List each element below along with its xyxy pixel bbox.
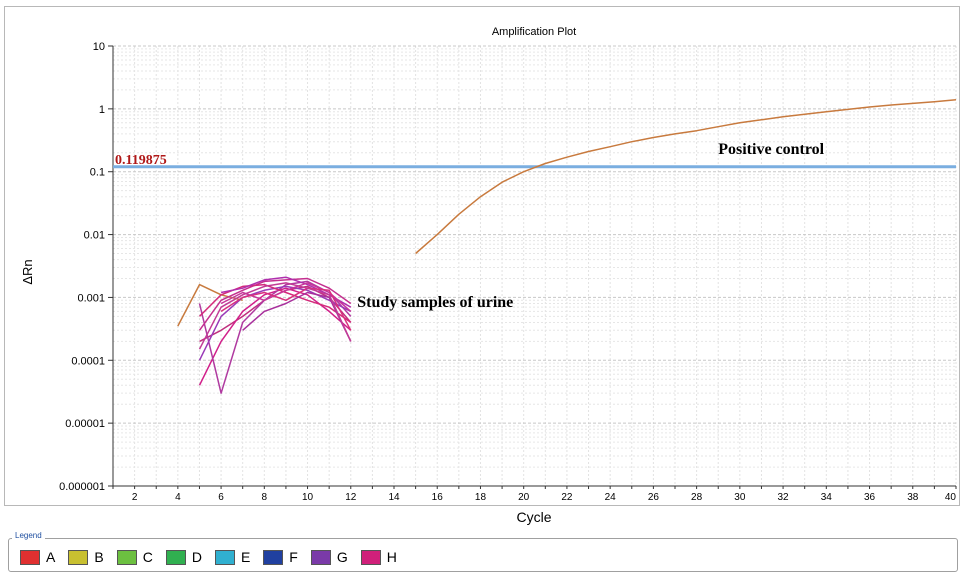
legend-item: C [116, 549, 153, 565]
x-tick-label: 36 [864, 492, 876, 503]
x-tick-label: 18 [475, 492, 487, 503]
legend-box [8, 538, 958, 572]
x-tick-label: 34 [821, 492, 833, 503]
legend-item: F [263, 549, 298, 565]
legend-swatch [360, 549, 381, 565]
legend-label: A [46, 549, 56, 565]
y-tick-label: 0.000001 [59, 481, 105, 493]
y-tick-label: 1 [99, 104, 105, 116]
x-tick-label: 20 [518, 492, 530, 503]
legend-label: E [240, 549, 251, 565]
threshold-label: 0.119875 [115, 153, 167, 168]
y-tick-label: 0.001 [77, 292, 105, 304]
grid [112, 45, 957, 487]
x-tick-label: 6 [218, 492, 224, 503]
y-tick-label: 10 [93, 41, 105, 53]
chart-title: Amplification Plot [492, 26, 576, 38]
legend-swatch [263, 549, 284, 565]
x-axis-label: Cycle [516, 509, 551, 525]
legend-label: H [386, 549, 397, 565]
annotations: Positive control Study samples of urine [357, 141, 824, 311]
legend-label: C [142, 549, 153, 565]
legend-swatch [214, 549, 235, 565]
series-lines [177, 98, 957, 394]
x-tick-label: 32 [778, 492, 790, 503]
x-tick-label: 10 [302, 492, 314, 503]
legend-item: G [310, 549, 348, 565]
series-line [198, 277, 352, 331]
x-tick-label: 2 [132, 492, 138, 503]
y-tick-label: 0.1 [90, 167, 105, 179]
series-line [198, 283, 352, 324]
legend-item: A [20, 549, 55, 565]
x-tick-label: 4 [175, 492, 181, 503]
y-tick-label: 0.01 [84, 230, 105, 242]
legend-swatch [20, 549, 40, 565]
x-tick-label: 24 [605, 492, 617, 503]
legend-label: F [289, 549, 298, 565]
legend-swatch [165, 549, 186, 565]
x-tick-label: 16 [432, 492, 444, 503]
legend-title: Legend [12, 531, 45, 540]
series-line [220, 287, 352, 331]
legend-swatch [310, 549, 331, 565]
legend-items: A B C D E F G H [20, 549, 410, 565]
series-line [198, 280, 352, 394]
legend-label: G [336, 549, 348, 565]
legend-label: B [94, 549, 104, 565]
x-tick-label: 30 [734, 492, 746, 503]
legend-label: D [191, 549, 202, 565]
x-tick-label: 38 [907, 492, 919, 503]
series-line [220, 282, 352, 312]
annotation-positive-control: Positive control [718, 141, 824, 158]
x-tick-label: 26 [648, 492, 660, 503]
series-line [198, 282, 352, 350]
annotation-study-samples: Study samples of urine [357, 294, 513, 311]
x-tick-label: 22 [561, 492, 573, 503]
x-tick-label: 28 [691, 492, 703, 503]
series-line [242, 291, 352, 342]
y-axis-label: ΔRn [20, 259, 35, 284]
legend-swatch [68, 549, 89, 565]
legend-item: B [68, 549, 104, 565]
x-tick-label: 14 [388, 492, 400, 503]
threshold: 0.119875 [113, 153, 956, 169]
series-line [415, 98, 957, 255]
x-tick-label: 40 [945, 492, 957, 503]
legend-item: D [165, 549, 202, 565]
x-tick-label: 12 [345, 492, 357, 503]
series-line [198, 287, 352, 386]
y-tick-label: 0.00001 [65, 418, 105, 430]
x-tick-label: 8 [262, 492, 268, 503]
legend-item: H [360, 549, 397, 565]
y-tick-label: 0.0001 [71, 355, 105, 367]
legend-item: E [214, 549, 251, 565]
legend-swatch [116, 549, 137, 565]
